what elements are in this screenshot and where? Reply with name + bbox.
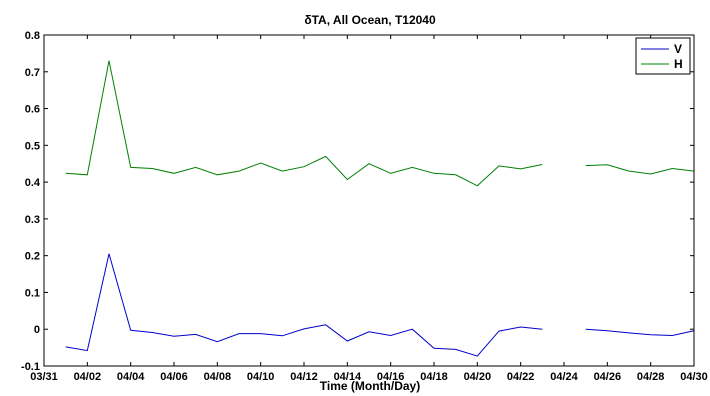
x-tick-label: 04/24 — [550, 371, 578, 383]
x-tick-label: 04/02 — [74, 371, 102, 383]
series-line-h — [65, 60, 695, 187]
x-tick-label: 04/08 — [204, 371, 232, 383]
y-tick-label: 0.4 — [25, 177, 41, 189]
legend-box — [635, 37, 691, 75]
y-tick-label: 0 — [34, 324, 40, 336]
x-tick-label: 03/31 — [30, 371, 58, 383]
ticks-layer: 03/31 04/02 04/04 04/06 04/08 04/10 04/12 04/14… — [21, 30, 708, 383]
x-axis-title: Time (Month/Day) — [320, 379, 420, 393]
x-tick-label: 04/18 — [420, 371, 448, 383]
y-tick-label: 0.2 — [25, 251, 40, 263]
y-tick-label: 0.5 — [25, 140, 40, 152]
x-tick-label: 04/26 — [594, 371, 622, 383]
x-tick-label: 04/04 — [117, 371, 145, 383]
x-tick-label: 04/28 — [637, 371, 665, 383]
x-tick-label: 04/20 — [464, 371, 492, 383]
plot-frame — [43, 34, 695, 367]
legend-label-v: V — [674, 42, 682, 56]
legend: VH — [635, 37, 691, 75]
series-layer — [65, 60, 695, 357]
y-tick-label: 0.6 — [25, 104, 40, 116]
x-tick-label: 04/14 — [334, 371, 362, 383]
y-tick-label: 0.1 — [25, 287, 40, 299]
y-tick-label: 0.8 — [25, 30, 40, 42]
legend-label-h: H — [674, 57, 683, 71]
x-tick-label: 04/16 — [377, 371, 405, 383]
x-tick-label: 04/22 — [507, 371, 535, 383]
x-tick-label: 04/10 — [247, 371, 275, 383]
x-tick-label: 04/06 — [160, 371, 188, 383]
x-tick-label: 04/30 — [680, 371, 708, 383]
y-tick-label: 0.7 — [25, 67, 40, 79]
y-tick-label: -0.1 — [21, 361, 40, 373]
series-line-v — [65, 253, 695, 357]
chart-title: δTA, All Ocean, T12040 — [304, 13, 436, 27]
x-tick-label: 04/12 — [290, 371, 318, 383]
y-tick-label: 0.3 — [25, 214, 40, 226]
